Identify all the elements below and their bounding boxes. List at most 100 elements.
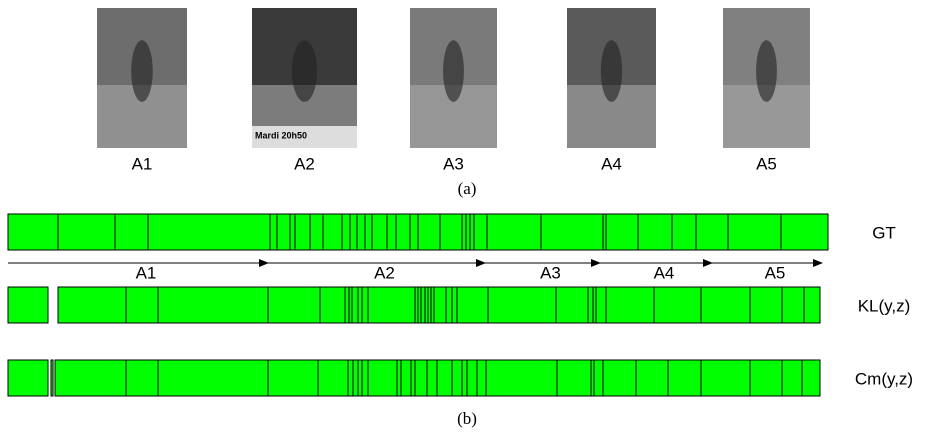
segment xyxy=(434,287,446,323)
segment xyxy=(804,287,820,323)
segment xyxy=(437,360,452,396)
segment xyxy=(696,214,728,250)
segment xyxy=(268,360,318,396)
segment xyxy=(802,360,820,396)
thumbnail-label: A2 xyxy=(294,154,315,173)
segment xyxy=(357,214,365,250)
segment xyxy=(636,360,668,396)
phase-label: A2 xyxy=(374,263,395,282)
segment xyxy=(342,214,350,250)
segment xyxy=(415,360,427,396)
thumbnail-label: A4 xyxy=(601,154,622,173)
segment xyxy=(440,214,462,250)
segment xyxy=(318,360,348,396)
segment xyxy=(466,214,470,250)
segment xyxy=(457,287,488,323)
segment xyxy=(782,287,804,323)
segment xyxy=(58,214,115,250)
segment xyxy=(782,360,802,396)
segment xyxy=(8,287,48,323)
segment xyxy=(486,360,557,396)
segment xyxy=(452,360,462,396)
segment xyxy=(452,287,457,323)
segment xyxy=(268,287,320,323)
segment xyxy=(750,360,782,396)
segment xyxy=(290,214,295,250)
segment xyxy=(401,360,411,396)
segment xyxy=(467,360,477,396)
row-label: Cm(y,z) xyxy=(855,369,913,388)
segment xyxy=(410,214,418,250)
segment xyxy=(126,287,158,323)
segment xyxy=(488,287,556,323)
segment xyxy=(668,360,701,396)
segment xyxy=(348,360,353,396)
thumbnail-label: A5 xyxy=(756,154,777,173)
segment xyxy=(362,287,368,323)
segment xyxy=(462,214,466,250)
phase-label: A5 xyxy=(765,263,786,282)
segment xyxy=(365,214,372,250)
segment xyxy=(603,360,636,396)
thumbnail: A3 xyxy=(410,8,497,173)
segment xyxy=(353,360,358,396)
segment xyxy=(701,360,750,396)
segment xyxy=(295,214,310,250)
segment xyxy=(158,360,268,396)
thumbnail-figure xyxy=(756,40,777,102)
phase-label: A1 xyxy=(136,263,157,282)
segment xyxy=(115,214,148,250)
thumbnail: A4 xyxy=(567,8,656,173)
thumbnail-figure xyxy=(292,40,317,102)
segment xyxy=(55,360,126,396)
phase-label: A4 xyxy=(654,263,675,282)
segment xyxy=(358,360,362,396)
segment xyxy=(350,214,357,250)
segment xyxy=(470,214,474,250)
thumbnail: A1 xyxy=(97,8,187,173)
segment xyxy=(557,360,591,396)
segment xyxy=(368,287,415,323)
segment xyxy=(606,287,654,323)
segment xyxy=(396,214,410,250)
caption-b: (b) xyxy=(457,409,477,428)
segmentation-row: GT xyxy=(8,214,896,250)
segment xyxy=(418,214,440,250)
segment xyxy=(323,214,342,250)
segment xyxy=(654,287,701,323)
segment xyxy=(477,360,486,396)
segment xyxy=(781,214,828,250)
segment xyxy=(148,214,270,250)
segment xyxy=(541,214,603,250)
thumbnail-figure xyxy=(443,40,464,102)
segment xyxy=(158,287,268,323)
segment xyxy=(345,287,349,323)
segment xyxy=(446,287,452,323)
segment xyxy=(421,287,425,323)
figure: (a) (b) A1 Mardi 20h50A2 A3 A4 A5 A1 A2 A3 A4 A5 G… xyxy=(0,0,934,436)
segment xyxy=(427,360,437,396)
segment xyxy=(8,360,48,396)
segment xyxy=(474,214,487,250)
segment xyxy=(58,287,126,323)
segment xyxy=(638,214,672,250)
phase-label: A3 xyxy=(540,263,561,282)
segmentation-row: KL(y,z) xyxy=(8,287,910,323)
segment xyxy=(362,360,368,396)
segment xyxy=(358,287,362,323)
caption-a: (a) xyxy=(458,179,477,198)
thumbnail-label: A3 xyxy=(443,154,464,173)
thumbnail-figure xyxy=(131,40,153,102)
segment xyxy=(556,287,588,323)
segment xyxy=(606,214,638,250)
segment xyxy=(728,214,781,250)
segment xyxy=(387,214,396,250)
segment xyxy=(411,360,415,396)
thumbnail-label: A1 xyxy=(132,154,153,173)
segment xyxy=(270,214,277,250)
row-label: GT xyxy=(872,223,896,242)
segment xyxy=(51,360,53,396)
row-label: KL(y,z) xyxy=(858,296,911,315)
thumbnail-figure xyxy=(601,40,622,102)
